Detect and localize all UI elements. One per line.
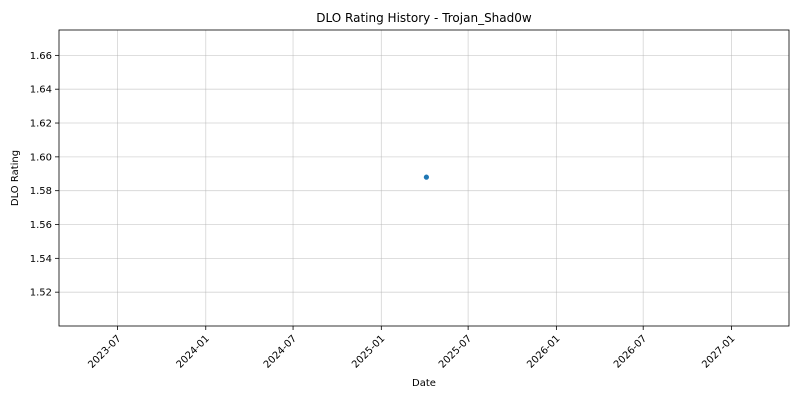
- data-point: [423, 174, 429, 180]
- y-tick-label: 1.52: [30, 288, 52, 299]
- y-tick-label: 1.56: [30, 220, 52, 231]
- y-tick-label: 1.64: [30, 85, 52, 96]
- y-axis-title: DLO Rating: [10, 150, 21, 206]
- chart-title: DLO Rating History - Trojan_Shad0w: [316, 11, 532, 25]
- plot-frame: [58, 29, 790, 327]
- y-tick-label: 1.54: [30, 254, 52, 265]
- y-tick-label: 1.62: [30, 119, 52, 130]
- x-axis-title: Date: [412, 378, 436, 389]
- grid: [59, 30, 789, 326]
- y-tick-label: 1.66: [30, 51, 52, 62]
- y-tick-label: 1.58: [30, 186, 52, 197]
- y-tick-label: 1.60: [30, 152, 52, 163]
- data-points: [423, 174, 429, 180]
